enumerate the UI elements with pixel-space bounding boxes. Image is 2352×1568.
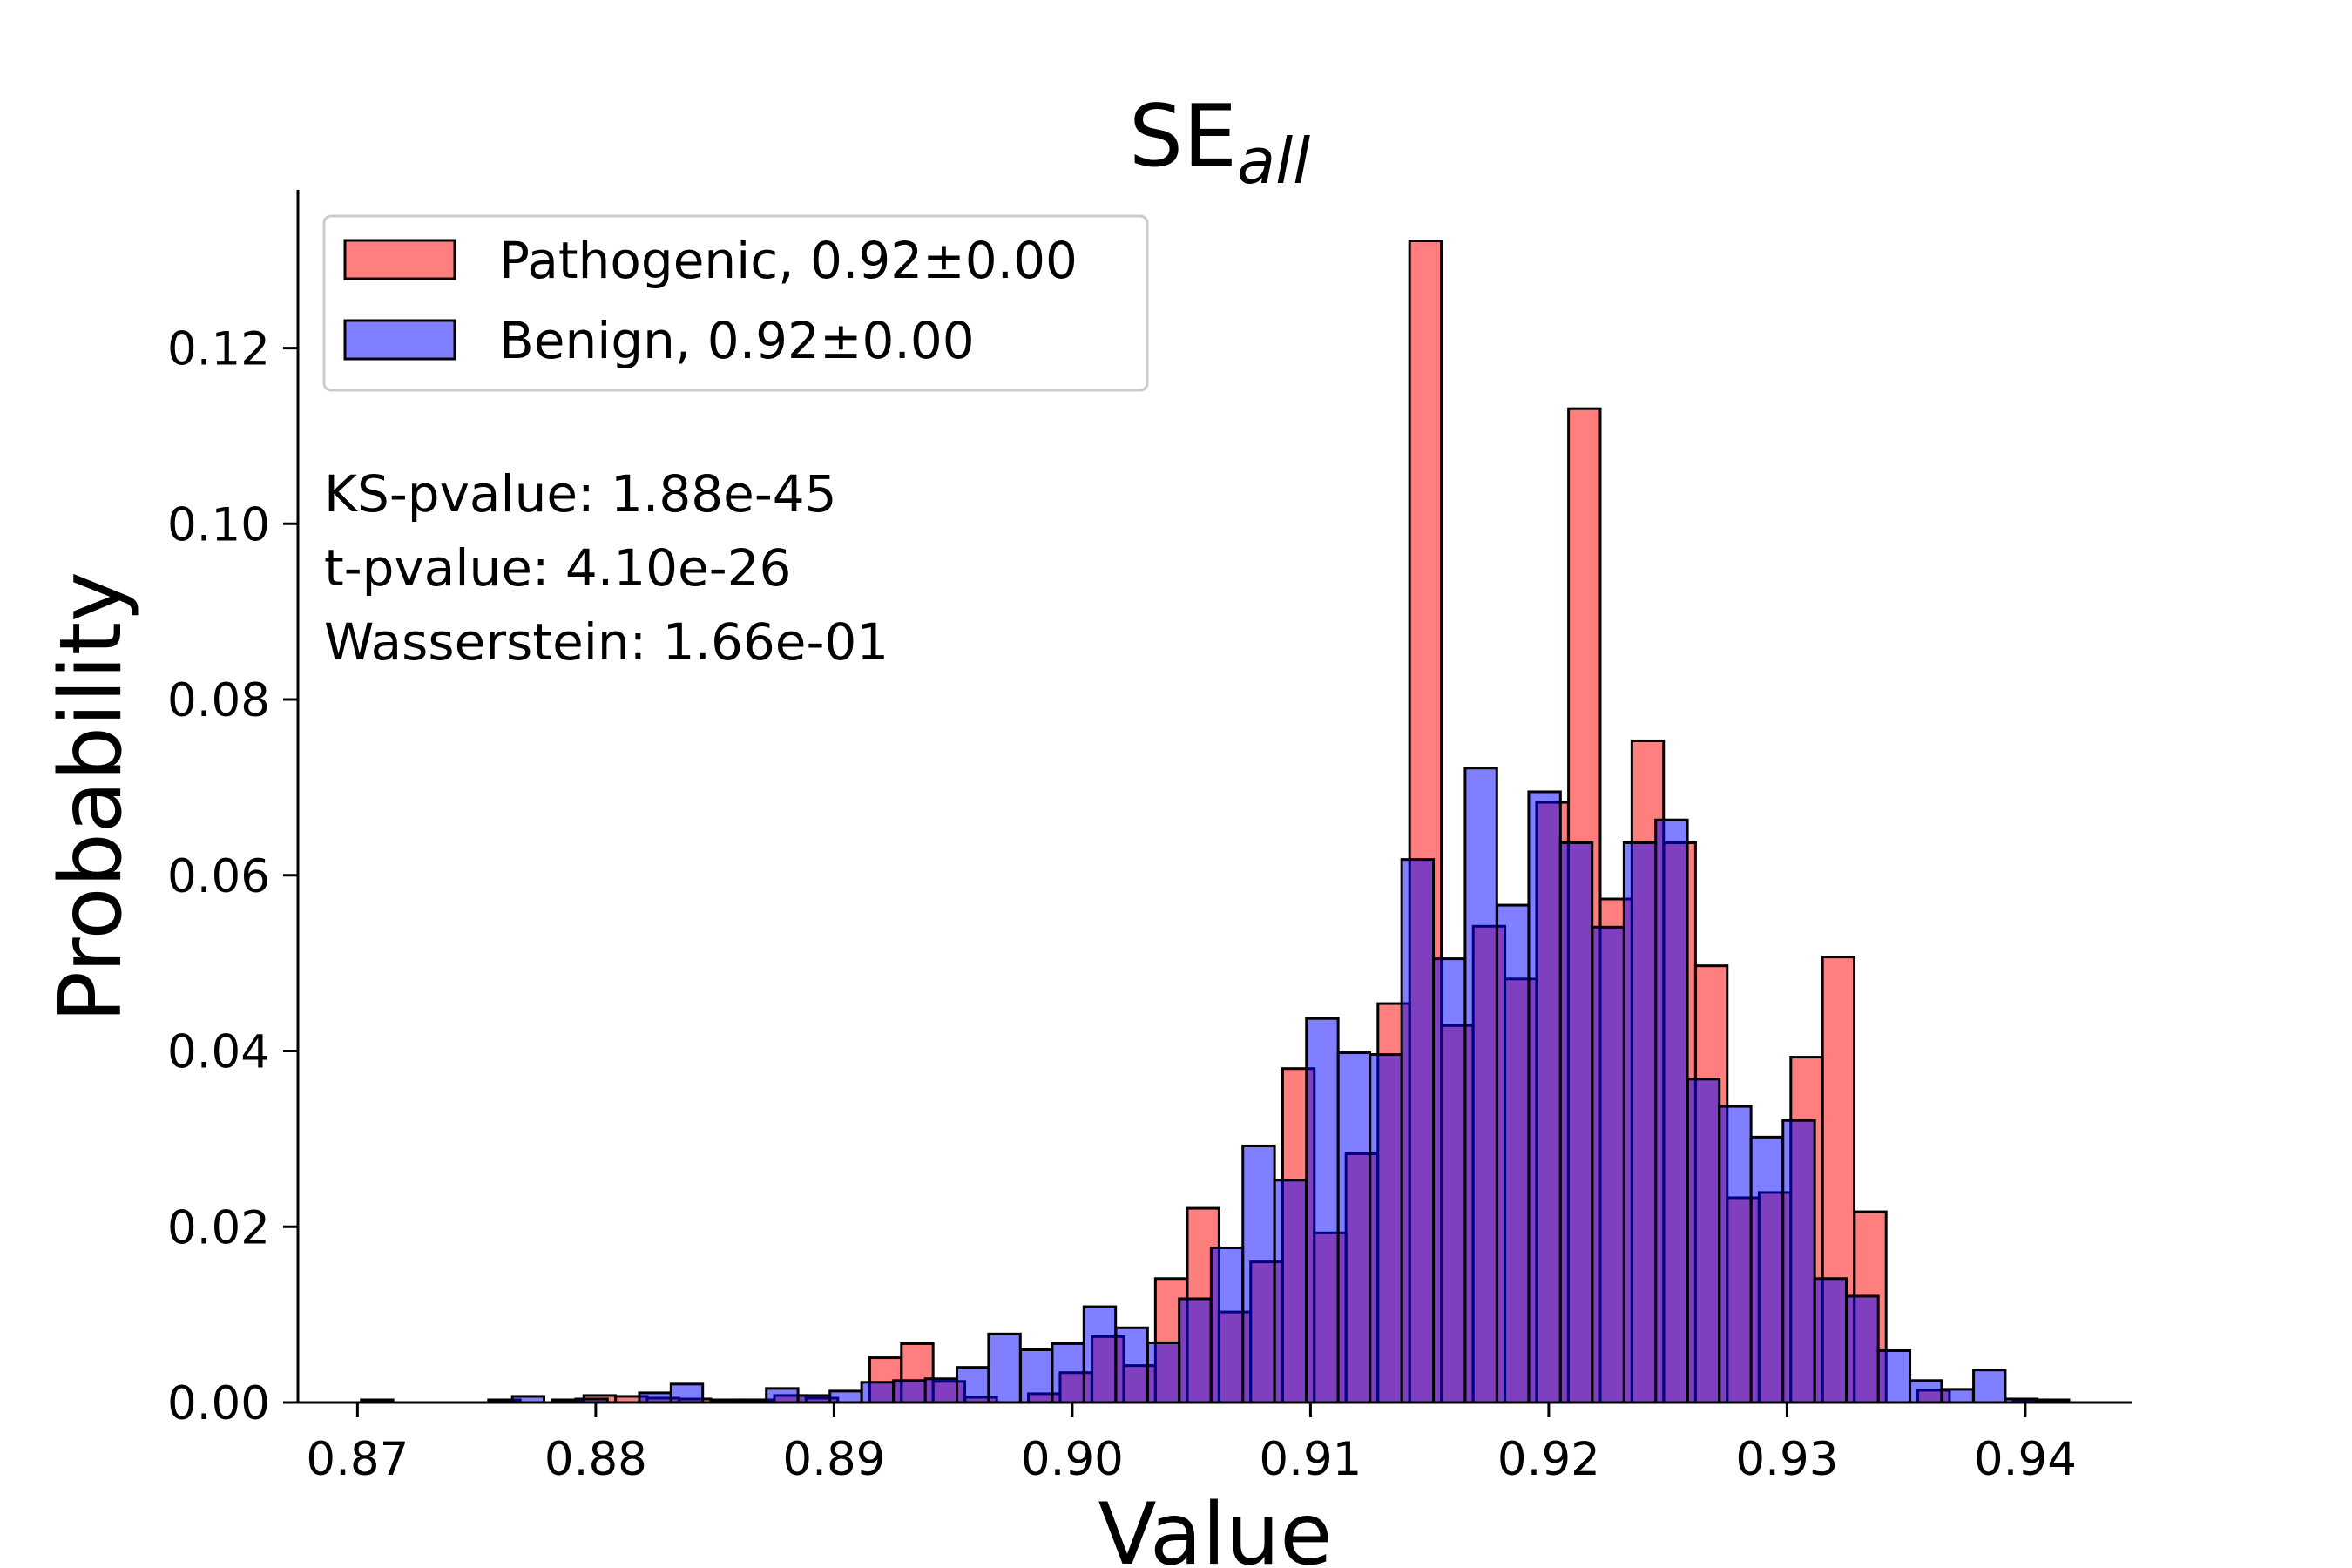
x-tick-label: 0.93 <box>1735 1433 1838 1486</box>
benign-bar <box>1781 1119 1816 1404</box>
legend: Pathogenic, 0.92±0.00 Benign, 0.92±0.00 <box>322 214 1149 392</box>
benign-bar <box>1876 1348 1912 1404</box>
benign-bar <box>1241 1144 1276 1404</box>
x-tick-label: 0.90 <box>1021 1433 1124 1486</box>
x-tick-label: 0.89 <box>782 1433 885 1486</box>
y-tick-label: 0.10 <box>167 498 270 551</box>
benign-bar <box>1369 1053 1403 1404</box>
benign-bar <box>638 1391 672 1404</box>
stats-ks-pvalue: KS-pvalue: 1.88e-45 <box>324 464 837 524</box>
benign-bar <box>860 1381 895 1404</box>
y-tick-label: 0.08 <box>167 674 270 727</box>
benign-bar <box>1209 1246 1245 1404</box>
benign-bar <box>1558 841 1594 1404</box>
y-tick-label: 0.12 <box>167 323 270 376</box>
histogram-bars <box>360 240 2071 1404</box>
benign-bar <box>1622 841 1658 1404</box>
benign-bar <box>1146 1341 1181 1404</box>
legend-label-pathogenic: Pathogenic, 0.92±0.00 <box>499 231 1078 290</box>
benign-bar <box>1019 1348 1054 1404</box>
legend-label-benign: Benign, 0.92±0.00 <box>499 311 975 370</box>
benign-bar <box>1686 1078 1721 1404</box>
benign-bar <box>1273 1179 1308 1404</box>
benign-bar <box>1496 903 1531 1404</box>
benign-bar <box>1527 790 1562 1404</box>
x-tick-label: 0.87 <box>306 1433 409 1486</box>
benign-bar <box>828 1389 863 1404</box>
benign-bar <box>1813 1277 1848 1404</box>
x-tick-label: 0.92 <box>1497 1433 1600 1486</box>
legend-swatch-pathogenic <box>343 239 456 280</box>
benign-bar <box>1718 1105 1753 1404</box>
benign-bar <box>1749 1135 1784 1404</box>
benign-bar <box>1940 1388 1975 1404</box>
legend-frame <box>322 214 1149 392</box>
y-tick-label: 0.02 <box>167 1201 270 1254</box>
benign-bar <box>1463 767 1498 1404</box>
benign-bar <box>1654 818 1689 1404</box>
x-tick-label: 0.88 <box>544 1433 647 1486</box>
benign-bar <box>956 1366 990 1404</box>
benign-bar <box>765 1387 800 1404</box>
benign-bar <box>1909 1379 1943 1404</box>
benign-bar <box>1178 1297 1213 1404</box>
benign-bar <box>1972 1369 2007 1404</box>
legend-swatch-benign <box>343 319 456 361</box>
benign-bar <box>892 1379 927 1404</box>
x-axis-ticks: 0.87 0.88 0.89 0.90 0.91 0.92 0.93 0.94 <box>306 1402 2077 1486</box>
benign-bar <box>923 1377 959 1404</box>
y-tick-label: 0.06 <box>167 850 270 903</box>
benign-bar <box>1400 858 1436 1404</box>
x-tick-label: 0.94 <box>1974 1433 2077 1486</box>
benign-bar <box>669 1382 705 1404</box>
benign-bar <box>1114 1326 1149 1404</box>
benign-bar <box>1305 1017 1340 1404</box>
x-tick-label: 0.91 <box>1259 1433 1362 1486</box>
benign-bar <box>1336 1051 1372 1404</box>
benign-bar <box>1051 1342 1085 1404</box>
benign-bar <box>987 1332 1022 1404</box>
y-tick-label: 0.00 <box>167 1377 270 1430</box>
chart-title: SEall <box>1129 87 1310 198</box>
stats-wasserstein: Wasserstein: 1.66e-01 <box>324 612 889 672</box>
y-axis-title: Probability <box>42 571 141 1023</box>
x-axis-title: Value <box>1098 1485 1332 1568</box>
benign-bar <box>1432 957 1467 1404</box>
stats-annotation: KS-pvalue: 1.88e-45 t-pvalue: 4.10e-26 W… <box>324 464 889 672</box>
benign-bar <box>1082 1305 1118 1404</box>
benign-bar <box>1591 925 1625 1404</box>
chart-title-subscript: all <box>1237 125 1310 198</box>
benign-bar <box>1845 1294 1880 1404</box>
y-tick-label: 0.04 <box>167 1026 270 1079</box>
stats-t-pvalue: t-pvalue: 4.10e-26 <box>324 538 791 598</box>
y-axis-ticks: 0.00 0.02 0.04 0.06 0.08 0.10 0.12 <box>167 323 298 1430</box>
chart-title-main: SE <box>1129 87 1237 186</box>
